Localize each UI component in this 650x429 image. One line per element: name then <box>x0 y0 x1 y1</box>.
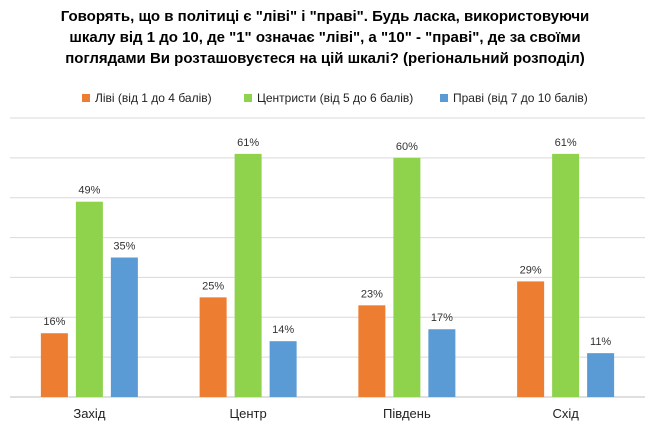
category-label-0: Захід <box>73 406 105 421</box>
legend-swatch-right <box>440 94 448 102</box>
bar-left-2 <box>358 305 386 397</box>
bar-center-2 <box>393 157 421 397</box>
legend-label-right: Праві (від 7 до 10 балів) <box>453 91 588 105</box>
chart-title-line-2: шкалу від 1 до 10, де "1" означає "ліві"… <box>69 29 581 46</box>
chart-legend: Ліві (від 1 до 4 балів) Центристи (від 5… <box>0 91 650 109</box>
data-label-left-0: 16% <box>43 316 65 328</box>
chart-title-line-3: поглядами Ви розташовуєтеся на цій шкалі… <box>65 50 585 67</box>
data-label-left-1: 25% <box>202 280 224 292</box>
category-label-2: Південь <box>383 406 431 421</box>
bar-left-1 <box>199 297 227 397</box>
data-label-right-3: 11% <box>590 336 611 348</box>
data-label-right-2: 17% <box>431 312 453 324</box>
legend-item-center: Центристи (від 5 до 6 балів) <box>244 91 413 105</box>
legend-item-right: Праві (від 7 до 10 балів) <box>440 91 588 105</box>
bar-center-3 <box>552 153 580 397</box>
bar-left-0 <box>40 333 68 397</box>
data-label-left-2: 23% <box>361 288 383 300</box>
legend-label-center: Центристи (від 5 до 6 балів) <box>257 91 414 105</box>
data-label-right-1: 14% <box>272 324 294 336</box>
category-label-1: Центр <box>230 406 267 421</box>
data-label-center-0: 49% <box>78 185 100 197</box>
bar-center-0 <box>75 201 103 397</box>
legend-label-left: Ліві (від 1 до 4 балів) <box>95 91 212 105</box>
bar-right-2 <box>428 329 456 397</box>
bar-right-0 <box>110 257 138 397</box>
bar-center-1 <box>234 153 262 397</box>
bar-right-1 <box>269 341 297 397</box>
legend-swatch-center <box>244 94 252 102</box>
legend-swatch-left <box>82 94 90 102</box>
bar-right-3 <box>587 353 615 397</box>
chart-title-line-1: Говорять, що в політиці є "ліві" і "прав… <box>60 8 590 25</box>
data-label-center-3: 61% <box>555 137 577 149</box>
legend-item-left: Ліві (від 1 до 4 балів) <box>82 91 212 105</box>
data-label-center-1: 61% <box>237 137 259 149</box>
bar-left-3 <box>517 281 545 397</box>
chart-title: Говорять, що в політиці є "ліві" і "прав… <box>10 6 640 69</box>
data-label-center-2: 60% <box>396 141 418 153</box>
data-label-right-0: 35% <box>113 241 135 253</box>
data-label-left-3: 29% <box>520 264 542 276</box>
category-label-3: Схід <box>552 406 579 421</box>
